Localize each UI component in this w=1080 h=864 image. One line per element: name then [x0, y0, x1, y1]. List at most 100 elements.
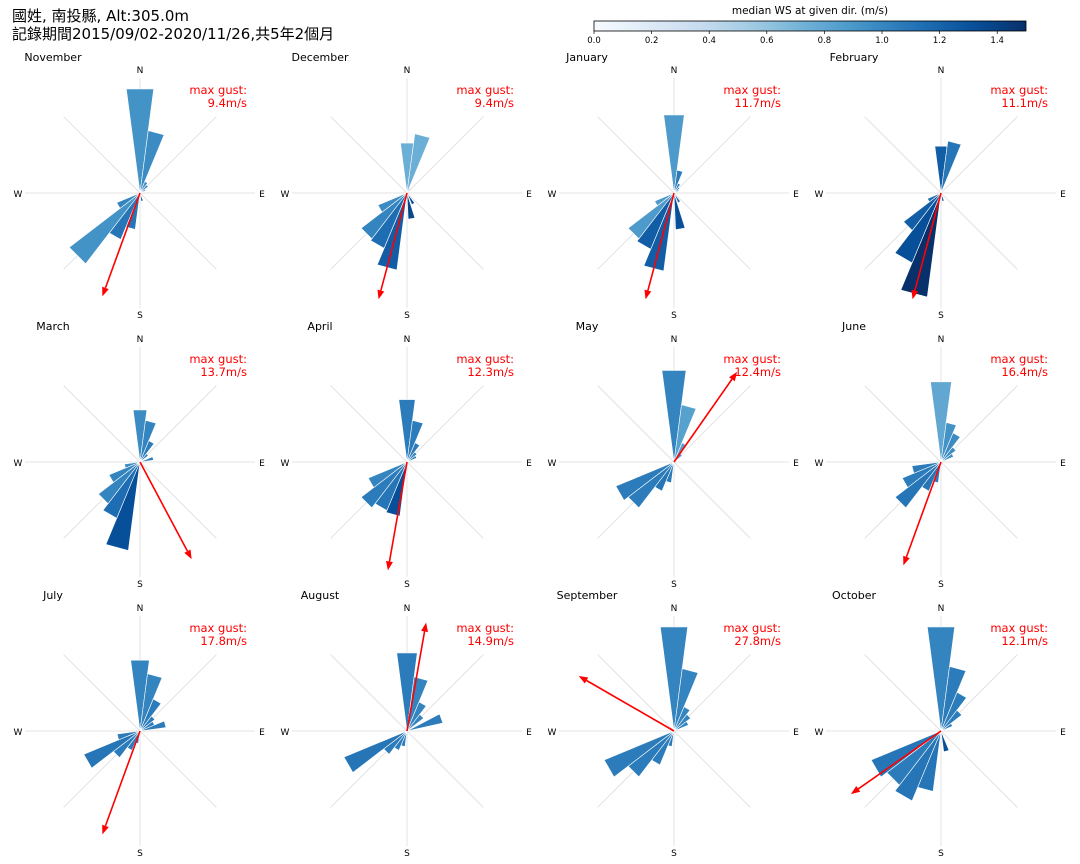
wind-sector-bar: [615, 461, 675, 501]
wind-sector-bar: [406, 713, 425, 732]
wind-sector-bar: [940, 192, 945, 202]
colorbar-gradient: [593, 20, 1027, 32]
grid-line: [139, 730, 217, 808]
south-label: S: [671, 849, 677, 859]
wind-sector-bar: [673, 720, 689, 732]
grid-line: [597, 116, 675, 194]
gust-arrow: [406, 631, 426, 732]
panel-title: January: [565, 51, 608, 64]
wind-rose-may: N S E W May max gust:12.4m/s: [548, 320, 800, 590]
west-label: W: [548, 459, 557, 469]
south-label: S: [938, 311, 944, 321]
panel-title: September: [557, 589, 618, 602]
south-label: S: [137, 311, 143, 321]
grid-line: [673, 461, 751, 539]
gust-arrow: [586, 679, 675, 732]
panel-title: October: [832, 589, 876, 602]
grid-line: [940, 730, 1018, 808]
north-label: N: [404, 335, 411, 345]
grid-line: [864, 385, 942, 463]
max-gust-value: 27.8m/s: [734, 634, 781, 648]
gust-arrow: [380, 192, 408, 291]
max-gust-label: max gust:: [723, 621, 781, 635]
grid-line: [406, 730, 484, 808]
west-label: W: [281, 728, 290, 738]
east-label: E: [259, 728, 265, 738]
east-label: E: [526, 190, 532, 200]
wind-sector-bar: [139, 453, 149, 463]
wind-rose-march: N S E W March max gust:13.7m/s: [14, 320, 266, 590]
wind-sector-bar: [406, 192, 416, 206]
east-label: E: [1060, 190, 1066, 200]
grid-line: [940, 461, 1018, 539]
gust-arrowhead: [578, 676, 589, 684]
west-label: W: [14, 190, 23, 200]
panel-title: November: [24, 51, 82, 64]
colorbar: median WS at given dir. (m/s) 0.0 0.2 0.4 0.…: [587, 5, 1027, 46]
max-gust-label: max gust:: [189, 83, 247, 97]
grid-line: [330, 385, 408, 463]
north-label: N: [671, 335, 678, 345]
wind-sector-bar: [406, 455, 418, 463]
wind-sector-bar: [406, 133, 431, 194]
north-label: N: [938, 604, 945, 614]
colorbar-tick-label: 1.0: [875, 36, 889, 46]
wind-sector-bar: [139, 456, 154, 463]
grid-line: [63, 385, 141, 463]
title-line-station: 國姓, 南投縣, Alt:305.0m: [12, 7, 189, 25]
east-label: E: [259, 190, 265, 200]
figure-title: 國姓, 南投縣, Alt:305.0m 記錄期間2015/09/02-2020/…: [12, 7, 334, 43]
grid-line: [597, 654, 675, 732]
max-gust-label: max gust:: [189, 621, 247, 635]
wind-sector-bar: [377, 192, 408, 213]
panel-title: July: [42, 589, 63, 602]
west-label: W: [815, 190, 824, 200]
max-gust-label: max gust:: [189, 352, 247, 366]
wind-sector-bar: [139, 720, 167, 732]
wind-sector-bar: [108, 461, 141, 483]
gust-arrow: [857, 730, 942, 790]
wind-sector-bar: [139, 188, 147, 194]
wind-sector-bar: [673, 404, 697, 463]
wind-sector-bar: [116, 730, 141, 741]
wind-sector-bar: [139, 192, 144, 202]
max-gust-value: 16.4m/s: [1001, 365, 1048, 379]
gust-arrow: [104, 192, 141, 289]
east-label: E: [793, 728, 799, 738]
colorbar-tick-label: 0.6: [760, 36, 774, 46]
grid-line: [406, 385, 484, 463]
gust-arrow: [388, 461, 408, 562]
wind-sector-bar: [367, 461, 408, 489]
colorbar-tick-label: 1.2: [933, 36, 947, 46]
panel-title: February: [830, 51, 879, 64]
gust-arrow: [104, 730, 141, 827]
wind-sector-bar: [940, 140, 962, 194]
grid-line: [940, 116, 1018, 194]
east-label: E: [526, 728, 532, 738]
max-gust-label: max gust:: [990, 83, 1048, 97]
max-gust-value: 9.4m/s: [208, 96, 247, 110]
north-label: N: [671, 66, 678, 76]
gust-arrowhead: [729, 371, 738, 382]
west-label: W: [548, 728, 557, 738]
wind-sector-bar: [673, 192, 686, 231]
north-label: N: [404, 604, 411, 614]
grid-line: [139, 192, 217, 270]
west-label: W: [815, 728, 824, 738]
panel-title: June: [841, 320, 866, 333]
north-label: N: [671, 604, 678, 614]
east-label: E: [1060, 728, 1066, 738]
grid-line: [330, 654, 408, 732]
east-label: E: [526, 459, 532, 469]
wind-rose-november: N S E W November max gust:9.4m/s: [14, 51, 266, 321]
wind-rose-june: N S E W June max gust:16.4m/s: [815, 320, 1067, 590]
grid-line: [139, 385, 217, 463]
grid-line: [673, 730, 751, 808]
gust-arrow: [905, 461, 942, 558]
wind-rose-january: N S E W January max gust:11.7m/s: [548, 51, 800, 321]
north-label: N: [938, 66, 945, 76]
max-gust-value: 17.8m/s: [200, 634, 247, 648]
gust-arrowhead: [184, 549, 192, 560]
west-label: W: [14, 459, 23, 469]
